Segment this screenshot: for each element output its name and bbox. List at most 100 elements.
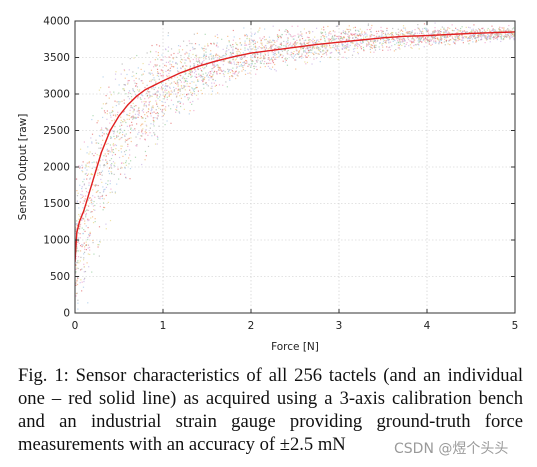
scatter-point <box>164 88 167 90</box>
scatter-point <box>397 44 399 46</box>
scatter-point <box>337 48 339 50</box>
scatter-point <box>151 109 153 111</box>
scatter-point <box>426 30 428 32</box>
scatter-point <box>210 77 213 79</box>
scatter-point <box>87 244 90 246</box>
scatter-point <box>114 153 116 156</box>
scatter-point <box>207 76 209 78</box>
scatter-point <box>160 108 162 111</box>
scatter-point <box>128 69 130 71</box>
scatter-point <box>259 27 261 29</box>
scatter-point <box>485 36 487 38</box>
scatter-point <box>462 36 464 38</box>
scatter-point <box>411 47 413 49</box>
scatter-point <box>247 65 249 67</box>
scatter-point <box>321 32 324 34</box>
scatter-point <box>217 69 219 71</box>
scatter-point <box>269 39 271 41</box>
scatter-point <box>149 72 151 74</box>
scatter-point <box>337 58 339 61</box>
scatter-point <box>108 170 110 172</box>
scatter-point <box>155 100 157 102</box>
scatter-point <box>349 37 351 39</box>
scatter-point <box>210 53 212 55</box>
scatter-point <box>298 50 301 52</box>
scatter-point <box>210 58 213 60</box>
scatter-point <box>110 171 112 173</box>
scatter-point <box>305 32 307 34</box>
scatter-point <box>307 39 310 41</box>
scatter-point <box>326 45 328 47</box>
scatter-point <box>177 82 179 84</box>
scatter-point <box>443 41 445 43</box>
scatter-point <box>136 86 139 88</box>
scatter-point <box>75 228 77 230</box>
scatter-point <box>477 35 480 37</box>
scatter-point <box>250 64 252 67</box>
scatter-point <box>99 205 101 208</box>
scatter-point <box>335 38 338 40</box>
scatter-point <box>231 75 233 77</box>
scatter-point <box>336 25 339 27</box>
scatter-point <box>102 116 104 119</box>
scatter-point <box>346 44 348 46</box>
scatter-point <box>145 117 147 120</box>
scatter-point <box>177 70 179 72</box>
scatter-point <box>204 76 206 79</box>
scatter-point <box>145 104 147 107</box>
scatter-point <box>229 62 231 64</box>
scatter-point <box>343 36 346 39</box>
scatter-point <box>109 151 111 153</box>
scatter-point <box>300 47 302 49</box>
scatter-point <box>190 70 192 72</box>
scatter-point <box>341 37 343 39</box>
scatter-point <box>254 54 256 56</box>
scatter-point <box>231 52 233 54</box>
scatter-point <box>396 38 398 40</box>
scatter-point <box>149 96 151 98</box>
scatter-point <box>427 40 429 42</box>
scatter-point <box>317 47 319 49</box>
scatter-point <box>102 191 105 193</box>
scatter-point <box>241 65 243 67</box>
scatter-point <box>315 42 317 44</box>
scatter-point <box>170 54 172 56</box>
scatter-point <box>171 77 173 80</box>
scatter-point <box>98 89 100 91</box>
scatter-point <box>418 32 421 34</box>
scatter-point <box>125 133 127 135</box>
scatter-point <box>101 170 104 172</box>
scatter-point <box>244 49 246 51</box>
scatter-point <box>290 51 292 54</box>
scatter-point <box>272 52 274 54</box>
scatter-point <box>428 36 430 38</box>
scatter-point <box>110 147 113 149</box>
scatter-point <box>175 111 177 113</box>
scatter-point <box>318 40 320 43</box>
scatter-point <box>458 29 460 32</box>
scatter-point <box>145 129 147 131</box>
scatter-point <box>204 33 206 35</box>
scatter-point <box>177 88 179 90</box>
scatter-point <box>471 29 473 31</box>
scatter-point <box>244 35 246 37</box>
scatter-point <box>170 99 173 101</box>
scatter-point <box>169 67 171 69</box>
scatter-point <box>83 271 85 273</box>
scatter-point <box>510 30 512 32</box>
scatter-point <box>293 44 296 46</box>
scatter-point <box>225 52 227 54</box>
scatter-point <box>242 52 244 54</box>
scatter-point <box>333 37 335 39</box>
scatter-point <box>170 122 172 124</box>
scatter-point <box>411 32 413 34</box>
scatter-point <box>143 70 146 72</box>
scatter-point <box>308 36 310 39</box>
scatter-point <box>403 42 405 45</box>
scatter-point <box>476 40 478 42</box>
scatter-point <box>148 104 150 106</box>
scatter-point <box>373 40 375 42</box>
scatter-point <box>179 79 181 81</box>
scatter-point <box>189 42 191 45</box>
individual-tactel-point <box>180 72 182 74</box>
